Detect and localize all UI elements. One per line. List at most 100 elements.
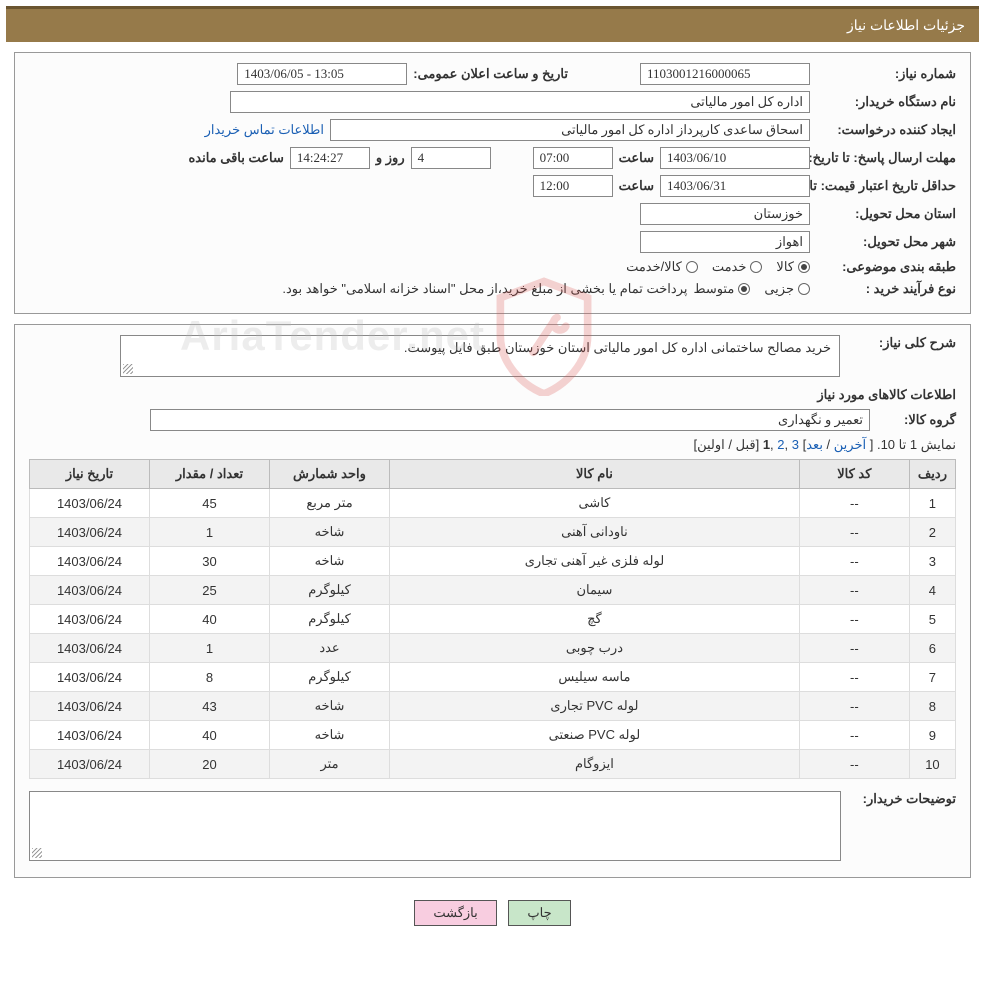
overall-desc-text: خرید مصالح ساختمانی اداره کل امور مالیات…	[404, 340, 831, 355]
table-cell: شاخه	[270, 547, 390, 576]
col-need-date: تاریخ نیاز	[30, 460, 150, 489]
table-cell: لوله PVC صنعتی	[390, 721, 800, 750]
table-cell: --	[799, 750, 909, 779]
table-cell: --	[799, 692, 909, 721]
need-number-label: شماره نیاز:	[816, 66, 956, 82]
radio-partial[interactable]: جزیی	[764, 281, 810, 297]
min-valid-label: حداقل تاریخ اعتبار قیمت: تا تاریخ:	[816, 178, 956, 194]
delivery-city-label: شهر محل تحویل:	[816, 234, 956, 250]
pager-page-2[interactable]: 2	[777, 437, 784, 452]
table-cell: --	[799, 518, 909, 547]
goods-table: ردیف کد کالا نام کالا واحد شمارش تعداد /…	[29, 459, 956, 779]
back-button[interactable]: بازگشت	[414, 900, 496, 926]
delivery-province-value: خوزستان	[640, 203, 810, 225]
radio-icon	[686, 261, 698, 273]
need-number-value: 1103001216000065	[640, 63, 810, 85]
days-label: روز و	[376, 150, 405, 166]
table-row: 9--لوله PVC صنعتیشاخه401403/06/24	[30, 721, 956, 750]
table-header-row: ردیف کد کالا نام کالا واحد شمارش تعداد /…	[30, 460, 956, 489]
table-row: 8--لوله PVC تجاریشاخه431403/06/24	[30, 692, 956, 721]
table-cell: 40	[150, 721, 270, 750]
col-qty: تعداد / مقدار	[150, 460, 270, 489]
min-valid-date-value: 1403/06/31	[660, 175, 810, 197]
table-cell: 1	[909, 489, 955, 518]
table-cell: 25	[150, 576, 270, 605]
radio-icon	[798, 261, 810, 273]
table-cell: کاشی	[390, 489, 800, 518]
radio-goods-service[interactable]: کالا/خدمت	[626, 259, 698, 275]
table-cell: 40	[150, 605, 270, 634]
buyer-note-label: توضیحات خریدار:	[847, 791, 956, 807]
table-cell: ماسه سیلیس	[390, 663, 800, 692]
min-valid-time-value: 12:00	[533, 175, 613, 197]
col-goods-name: نام کالا	[390, 460, 800, 489]
deadline-send-label: مهلت ارسال پاسخ: تا تاریخ:	[816, 150, 956, 166]
radio-goods[interactable]: کالا	[776, 259, 810, 275]
time-label-2: ساعت	[619, 178, 654, 194]
col-goods-code: کد کالا	[799, 460, 909, 489]
table-cell: --	[799, 605, 909, 634]
col-row-num: ردیف	[909, 460, 955, 489]
table-row: 7--ماسه سیلیسکیلوگرم81403/06/24	[30, 663, 956, 692]
table-cell: کیلوگرم	[270, 663, 390, 692]
pager-last[interactable]: آخرین	[834, 437, 866, 452]
buyer-note-textarea[interactable]	[29, 791, 841, 861]
buyer-org-label: نام دستگاه خریدار:	[816, 94, 956, 110]
panel-header: جزئیات اطلاعات نیاز	[6, 6, 979, 42]
overall-desc-textarea[interactable]: خرید مصالح ساختمانی اداره کل امور مالیات…	[120, 335, 840, 377]
table-cell: سیمان	[390, 576, 800, 605]
print-button[interactable]: چاپ	[508, 900, 570, 926]
table-cell: --	[799, 663, 909, 692]
table-cell: 6	[909, 634, 955, 663]
table-cell: شاخه	[270, 692, 390, 721]
deadline-time-value: 07:00	[533, 147, 613, 169]
table-cell: --	[799, 576, 909, 605]
table-row: 5--گچکیلوگرم401403/06/24	[30, 605, 956, 634]
buyer-contact-link[interactable]: اطلاعات تماس خریدار	[205, 122, 324, 138]
radio-icon	[798, 283, 810, 295]
remaining-suffix: ساعت باقی مانده	[188, 150, 283, 166]
radio-medium[interactable]: متوسط	[693, 281, 750, 297]
table-cell: 5	[909, 605, 955, 634]
days-remaining-value: 4	[411, 147, 491, 169]
table-cell: 3	[909, 547, 955, 576]
delivery-province-label: استان محل تحویل:	[816, 206, 956, 222]
table-cell: 1403/06/24	[30, 547, 150, 576]
table-cell: 8	[909, 692, 955, 721]
announce-datetime-label: تاریخ و ساعت اعلان عمومی:	[413, 66, 568, 82]
table-cell: شاخه	[270, 518, 390, 547]
goods-group-label: گروه کالا:	[876, 412, 956, 428]
table-cell: عدد	[270, 634, 390, 663]
requester-value: اسحاق ساعدی کارپرداز اداره کل امور مالیا…	[330, 119, 810, 141]
table-cell: 1403/06/24	[30, 576, 150, 605]
table-cell: درب چوبی	[390, 634, 800, 663]
table-cell: 1403/06/24	[30, 518, 150, 547]
table-cell: متر	[270, 750, 390, 779]
table-cell: 1403/06/24	[30, 721, 150, 750]
requester-label: ایجاد کننده درخواست:	[816, 122, 956, 138]
table-cell: 10	[909, 750, 955, 779]
pager-next[interactable]: بعد	[806, 437, 823, 452]
radio-service[interactable]: خدمت	[712, 259, 763, 275]
pager: نمایش 1 تا 10. [ آخرین / بعد] 3 ,2 ,1 [ق…	[29, 437, 956, 453]
radio-icon	[750, 261, 762, 273]
table-row: 1--کاشیمتر مربع451403/06/24	[30, 489, 956, 518]
table-cell: 4	[909, 576, 955, 605]
category-radio-group: کالا خدمت کالا/خدمت	[626, 259, 810, 275]
table-row: 6--درب چوبیعدد11403/06/24	[30, 634, 956, 663]
time-label-1: ساعت	[619, 150, 654, 166]
table-cell: 45	[150, 489, 270, 518]
table-cell: --	[799, 489, 909, 518]
table-cell: 20	[150, 750, 270, 779]
table-cell: 30	[150, 547, 270, 576]
table-cell: 43	[150, 692, 270, 721]
table-cell: 9	[909, 721, 955, 750]
table-cell: 1403/06/24	[30, 605, 150, 634]
pager-page-1: 1	[763, 437, 770, 452]
process-type-label: نوع فرآیند خرید :	[816, 281, 956, 297]
table-cell: 7	[909, 663, 955, 692]
table-cell: متر مربع	[270, 489, 390, 518]
buyer-org-value: اداره کل امور مالیاتی	[230, 91, 810, 113]
pager-page-3[interactable]: 3	[792, 437, 799, 452]
deadline-date-value: 1403/06/10	[660, 147, 810, 169]
